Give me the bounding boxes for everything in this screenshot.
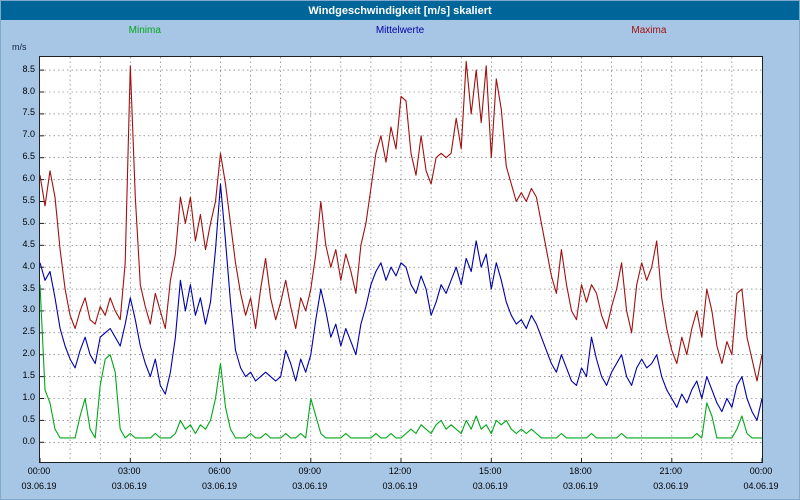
x-tick-date-label: 03.06.19 — [562, 481, 599, 491]
y-tick-label: 1.5 — [22, 370, 35, 381]
y-tick-label: 6.5 — [22, 151, 35, 162]
y-tick-label: 1.0 — [22, 392, 35, 402]
y-tick-label: 7.0 — [22, 129, 35, 140]
y-tick-label: 4.0 — [22, 260, 35, 271]
chart-legend: Minima Mittelwerte Maxima — [1, 23, 799, 39]
x-tick-time-label: 03:00 — [117, 466, 141, 476]
y-tick-label: 8.5 — [22, 63, 35, 74]
x-tick-date-label: 03.06.19 — [472, 481, 508, 491]
window-title: Windgeschwindigkeit [m/s] skaliert — [308, 4, 492, 17]
legend-mittelwerte: Mittelwerte — [375, 25, 425, 36]
x-tick-time-label: 06:00 — [208, 466, 231, 476]
y-tick-label: 0.5 — [22, 413, 35, 424]
x-tick-date-label: 03.06.19 — [653, 481, 689, 491]
x-tick-date-label: 03.06.19 — [21, 481, 57, 491]
x-tick-time-label: 09:00 — [298, 466, 322, 476]
y-tick-label: 8.0 — [22, 85, 35, 96]
y-axis-unit-label: m/s — [12, 42, 27, 52]
x-tick-date-label: 04.06.19 — [743, 481, 779, 491]
y-tick-label: 3.5 — [22, 282, 35, 293]
x-tick-time-label: 12:00 — [388, 466, 412, 476]
y-tick-label: 2.5 — [22, 326, 35, 337]
legend-maxima: Maxima — [631, 25, 667, 36]
x-tick-date-label: 03.06.19 — [111, 481, 147, 491]
x-tick-time-label: 00:00 — [749, 466, 773, 476]
y-tick-label: 3.0 — [22, 304, 35, 315]
x-tick-time-label: 00:00 — [27, 466, 51, 476]
y-tick-label: 5.0 — [22, 216, 35, 227]
x-tick-time-label: 21:00 — [659, 466, 683, 476]
plot-svg — [40, 57, 762, 462]
y-tick-label: 6.0 — [22, 173, 35, 184]
x-tick-date-label: 03.06.19 — [292, 481, 328, 491]
y-tick-label: 2.0 — [22, 348, 35, 359]
y-tick-label: 4.5 — [22, 238, 35, 249]
x-tick-time-label: 15:00 — [478, 466, 502, 476]
x-tick-date-label: 03.06.19 — [201, 481, 238, 491]
y-tick-label: 7.5 — [22, 107, 35, 118]
x-tick-date-label: 03.06.19 — [382, 481, 418, 491]
window-title-bar: Windgeschwindigkeit [m/s] skaliert — [1, 1, 799, 20]
plot-area — [39, 56, 763, 463]
legend-minima: Minima — [128, 25, 161, 36]
y-tick-label: 0.0 — [22, 435, 35, 446]
x-tick-time-label: 18:00 — [569, 466, 592, 476]
y-tick-label: 5.5 — [22, 194, 35, 205]
